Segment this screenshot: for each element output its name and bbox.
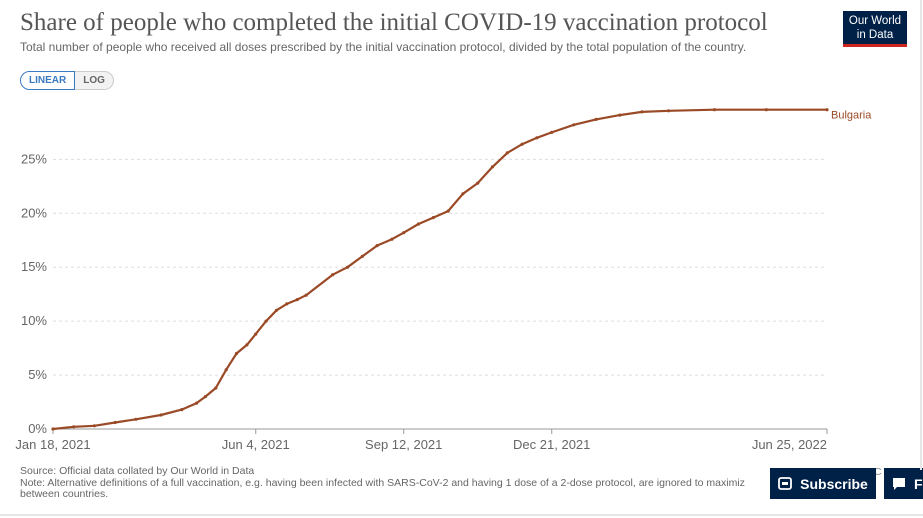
owid-logo[interactable]: Our World in Data xyxy=(843,11,907,47)
data-point xyxy=(203,395,207,399)
data-point xyxy=(234,351,239,356)
logo-line2: in Data xyxy=(856,29,894,41)
data-point xyxy=(476,181,480,185)
data-point xyxy=(572,123,576,127)
subscribe-label: Subscribe xyxy=(800,475,868,492)
log-scale-button[interactable]: LOG xyxy=(75,71,114,90)
data-point xyxy=(113,420,117,425)
data-point xyxy=(416,222,421,226)
linear-scale-button[interactable]: LINEAR xyxy=(20,71,76,90)
source-text: Source: Official data collated by Our Wo… xyxy=(20,466,255,477)
data-point xyxy=(390,237,394,241)
data-point xyxy=(92,424,96,428)
x-tick-label: Jun 25, 2022 xyxy=(752,437,827,452)
data-point xyxy=(180,408,184,412)
chart-footer: Source: Official data collated by Our Wo… xyxy=(20,466,770,501)
data-point xyxy=(285,302,289,306)
data-point xyxy=(295,298,299,302)
x-tick-label: Sep 12, 2021 xyxy=(365,437,442,452)
x-tick-label: Jun 4, 2021 xyxy=(222,437,290,452)
data-point xyxy=(375,244,379,248)
feedback-label: F xyxy=(914,475,923,492)
data-point xyxy=(640,110,644,114)
data-point xyxy=(214,386,218,390)
data-point xyxy=(72,425,76,429)
x-tick-label: Jan 18, 2021 xyxy=(15,437,90,452)
data-point xyxy=(195,401,199,405)
data-point xyxy=(51,427,55,431)
data-point xyxy=(274,308,279,312)
data-point xyxy=(618,113,622,117)
chart-title: Share of people who completed the initia… xyxy=(20,9,768,36)
y-tick-label: 25% xyxy=(21,151,47,166)
data-point xyxy=(505,151,509,155)
series-line-bulgaria xyxy=(51,108,829,431)
data-point xyxy=(764,108,768,112)
chat-bubble-icon xyxy=(893,477,905,490)
y-tick-label: 15% xyxy=(21,259,47,274)
axes: 0% 5% 10% 15% 20% 25% Jan 18, 2021 Jun 4, 2021 S… xyxy=(15,151,828,452)
data-point xyxy=(594,117,598,121)
data-point xyxy=(825,108,829,112)
data-point xyxy=(712,108,717,112)
line-chart: 0% 5% 10% 15% 20% 25% Jan 18, 2021 Jun 4, 2021 S… xyxy=(15,108,872,452)
data-point xyxy=(431,216,435,220)
data-point xyxy=(345,265,350,269)
data-point xyxy=(224,368,228,372)
data-point xyxy=(461,192,465,196)
data-point xyxy=(304,293,308,297)
logo-line1: Our World xyxy=(848,15,902,27)
data-point xyxy=(254,332,258,336)
data-point xyxy=(264,319,268,323)
data-point xyxy=(159,413,163,417)
data-point xyxy=(134,417,138,421)
feedback-button[interactable]: F xyxy=(884,468,923,499)
data-point xyxy=(446,209,450,213)
data-point xyxy=(331,273,335,277)
bottom-divider xyxy=(0,514,923,516)
scale-toggle: LINEAR LOG xyxy=(20,71,114,90)
data-point xyxy=(550,130,554,134)
subscribe-icon xyxy=(778,476,793,490)
data-point xyxy=(535,136,539,140)
note-text: Note: Alternative definitions of a full … xyxy=(20,477,745,489)
note-text-cont: between countries. xyxy=(20,489,109,500)
y-tick-label: 5% xyxy=(28,367,47,382)
data-point xyxy=(360,254,364,258)
data-point xyxy=(402,231,406,235)
data-point xyxy=(667,109,671,113)
chart-subtitle: Total number of people who received all … xyxy=(20,40,747,54)
data-point xyxy=(245,343,249,347)
y-tick-label: 10% xyxy=(21,313,47,328)
series-layer: Bulgaria xyxy=(51,108,872,431)
x-tick-label: Dec 21, 2021 xyxy=(513,437,590,452)
right-divider xyxy=(920,0,922,470)
data-point xyxy=(490,165,495,169)
grid xyxy=(53,158,827,376)
y-tick-label: 20% xyxy=(21,205,47,220)
series-label: Bulgaria xyxy=(831,110,872,122)
footer-c-text: C xyxy=(874,466,882,478)
data-point xyxy=(520,142,524,146)
subscribe-button[interactable]: Subscribe xyxy=(770,468,876,499)
y-tick-label: 0% xyxy=(28,421,47,436)
